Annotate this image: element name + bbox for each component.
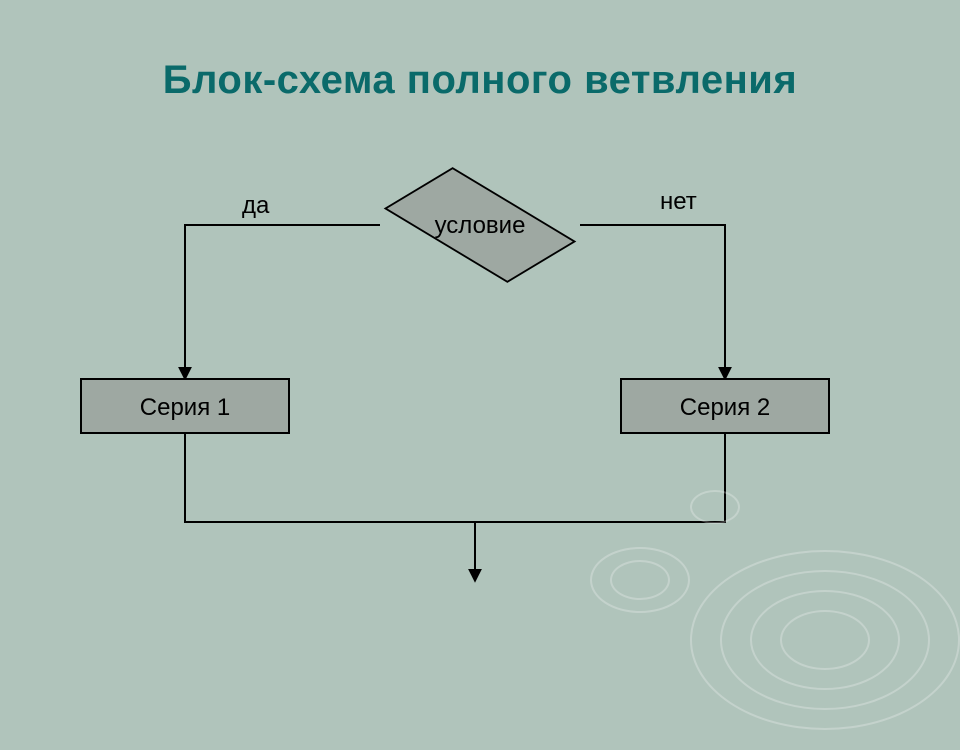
no-label: нет [660, 188, 697, 216]
flow-edge [185, 225, 380, 378]
series-1-box: Серия 1 [80, 378, 290, 434]
series-2-box: Серия 2 [620, 378, 830, 434]
flow-edge [580, 225, 725, 378]
condition-label: условие [380, 212, 580, 240]
flow-edge [185, 434, 475, 522]
yes-label: да [242, 192, 269, 220]
condition-node: условие [380, 170, 580, 280]
decorative-ripples [570, 470, 960, 750]
